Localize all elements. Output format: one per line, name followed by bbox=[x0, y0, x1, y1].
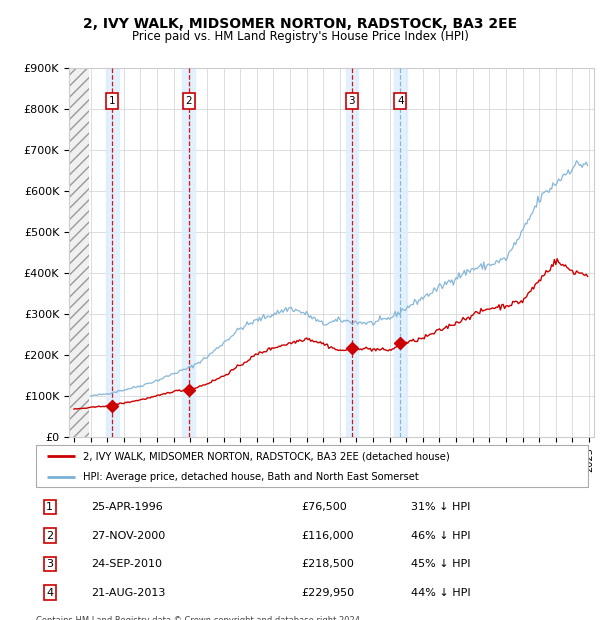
Text: 1: 1 bbox=[109, 96, 116, 106]
Text: 2: 2 bbox=[185, 96, 192, 106]
Bar bbox=[106, 68, 119, 437]
FancyBboxPatch shape bbox=[36, 445, 588, 487]
Text: 3: 3 bbox=[349, 96, 355, 106]
Text: 4: 4 bbox=[397, 96, 404, 106]
Text: 25-APR-1996: 25-APR-1996 bbox=[91, 502, 163, 512]
Bar bbox=[346, 68, 358, 437]
Text: HPI: Average price, detached house, Bath and North East Somerset: HPI: Average price, detached house, Bath… bbox=[83, 472, 419, 482]
Text: 45% ↓ HPI: 45% ↓ HPI bbox=[412, 559, 471, 569]
Text: £218,500: £218,500 bbox=[301, 559, 354, 569]
Bar bbox=[69, 68, 89, 437]
Bar bbox=[182, 68, 195, 437]
Text: 3: 3 bbox=[46, 559, 53, 569]
Text: 31% ↓ HPI: 31% ↓ HPI bbox=[412, 502, 471, 512]
Bar bbox=[394, 68, 407, 437]
Text: 2, IVY WALK, MIDSOMER NORTON, RADSTOCK, BA3 2EE (detached house): 2, IVY WALK, MIDSOMER NORTON, RADSTOCK, … bbox=[83, 451, 449, 461]
Text: 21-AUG-2013: 21-AUG-2013 bbox=[91, 588, 166, 598]
Text: 4: 4 bbox=[46, 588, 53, 598]
Text: Price paid vs. HM Land Registry's House Price Index (HPI): Price paid vs. HM Land Registry's House … bbox=[131, 30, 469, 43]
Text: 24-SEP-2010: 24-SEP-2010 bbox=[91, 559, 162, 569]
Text: 27-NOV-2000: 27-NOV-2000 bbox=[91, 531, 166, 541]
Text: 2: 2 bbox=[46, 531, 53, 541]
Text: 44% ↓ HPI: 44% ↓ HPI bbox=[412, 588, 471, 598]
Text: £229,950: £229,950 bbox=[301, 588, 354, 598]
Text: £116,000: £116,000 bbox=[301, 531, 353, 541]
Text: 1: 1 bbox=[46, 502, 53, 512]
Text: Contains HM Land Registry data © Crown copyright and database right 2024.
This d: Contains HM Land Registry data © Crown c… bbox=[36, 616, 362, 620]
Text: £76,500: £76,500 bbox=[301, 502, 347, 512]
Text: 46% ↓ HPI: 46% ↓ HPI bbox=[412, 531, 471, 541]
Text: 2, IVY WALK, MIDSOMER NORTON, RADSTOCK, BA3 2EE: 2, IVY WALK, MIDSOMER NORTON, RADSTOCK, … bbox=[83, 17, 517, 32]
